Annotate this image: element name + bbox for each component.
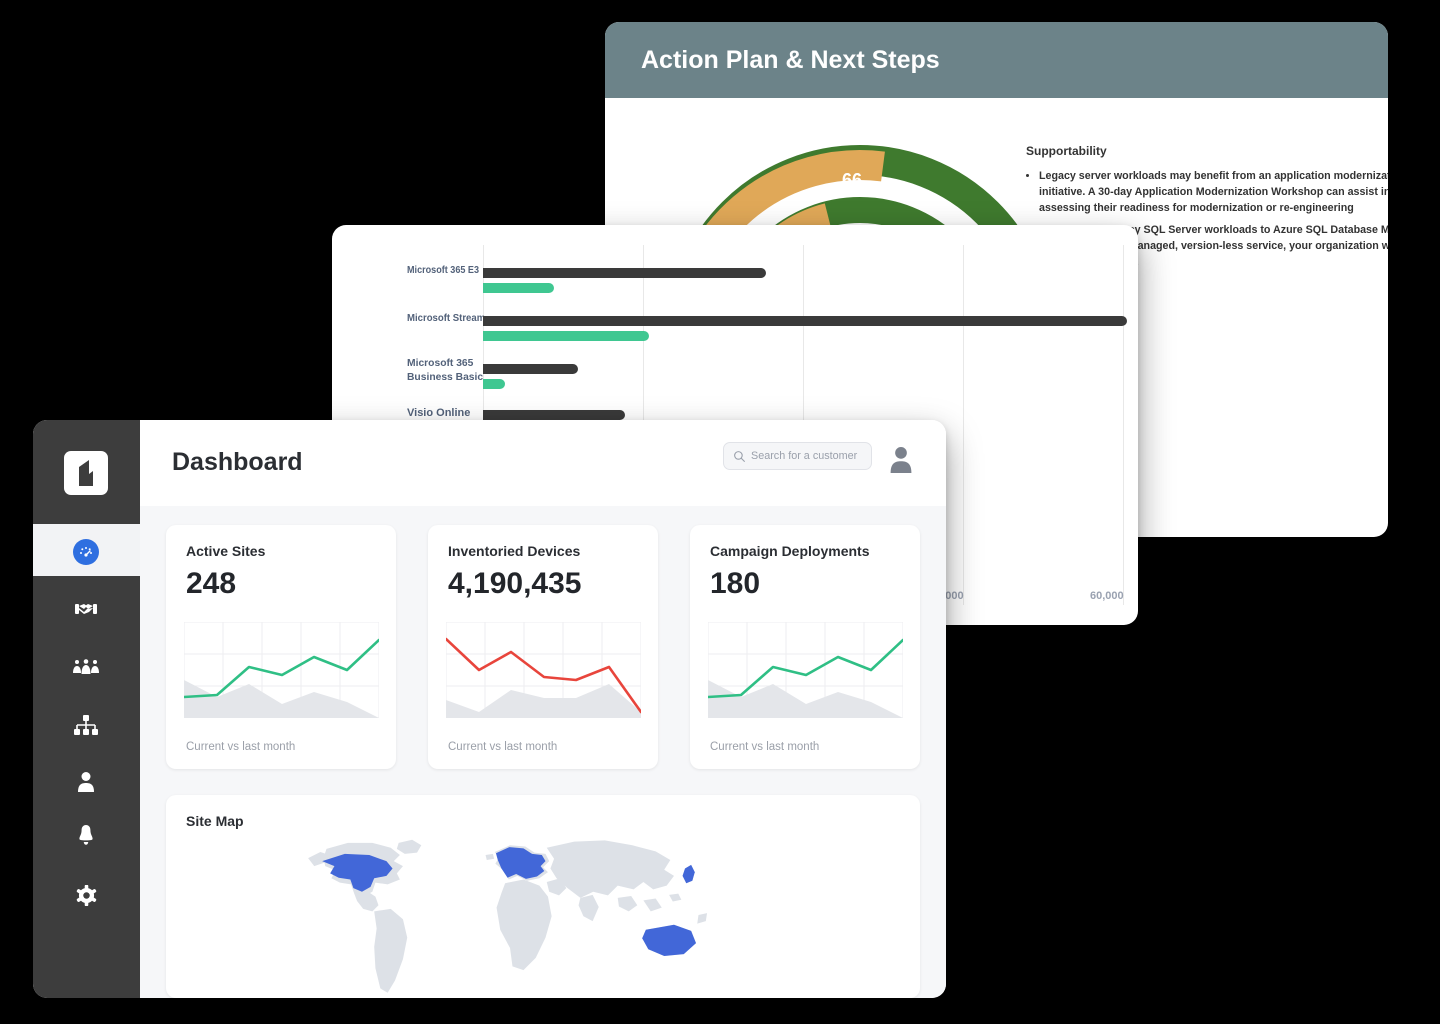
svg-text:66: 66: [842, 170, 862, 190]
